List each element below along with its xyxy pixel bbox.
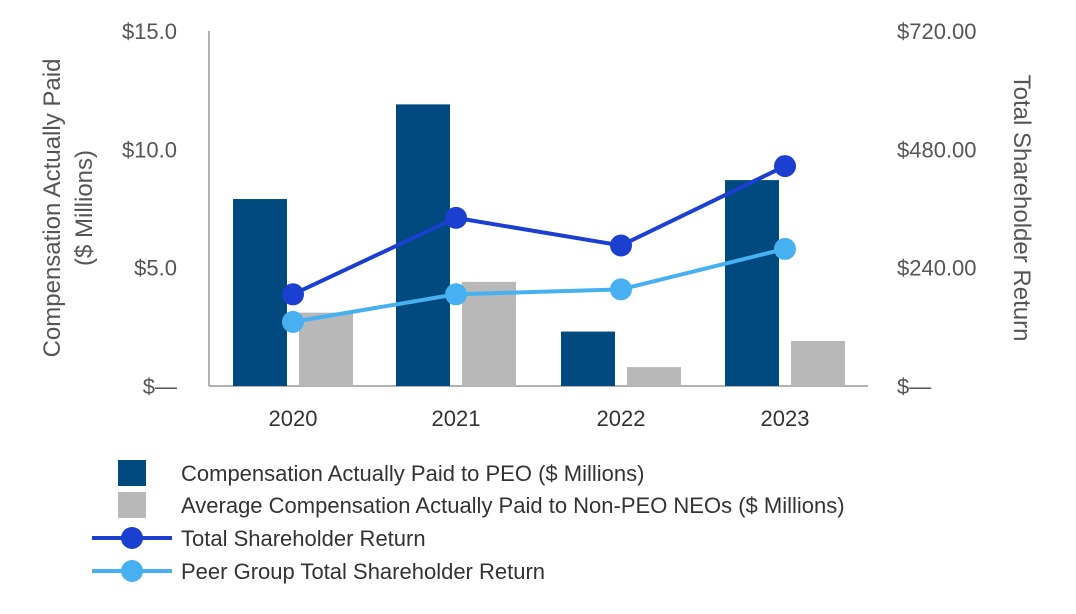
left-tick-label: $— — [143, 374, 177, 399]
tsr-point-2020 — [282, 283, 304, 306]
legend-marker-peer-tsr — [121, 560, 143, 582]
peo-cap-bar-2023 — [725, 180, 779, 386]
legend-marker-tsr — [121, 527, 143, 549]
legend-swatch-peo — [118, 460, 146, 486]
legend-label: Compensation Actually Paid to PEO ($ Mil… — [181, 461, 644, 486]
peo-cap-bar-2020 — [233, 199, 287, 386]
right-axis-title: Total Shareholder Return — [1008, 75, 1035, 342]
category-label-2020: 2020 — [269, 406, 318, 431]
left-axis-title-line2: ($ Millions) — [71, 150, 98, 266]
peo-cap-bar-2021 — [396, 104, 450, 386]
right-tick-label: $— — [897, 374, 931, 399]
neo-cap-bar-2022 — [627, 367, 681, 386]
tsr-point-2023 — [774, 155, 796, 178]
peer-tsr-point-2023 — [774, 237, 796, 260]
left-tick-label: $15.0 — [122, 19, 177, 44]
tsr-line — [292, 164, 786, 297]
category-label-2022: 2022 — [597, 406, 646, 431]
peo-cap-bar-2022 — [561, 331, 615, 386]
category-label-2023: 2023 — [761, 406, 810, 431]
left-tick-label: $5.0 — [134, 256, 177, 281]
right-tick-label: $480.00 — [897, 137, 977, 162]
left-axis-title-line1: Compensation Actually Paid — [39, 59, 66, 358]
peer-tsr-line — [292, 246, 786, 324]
peer-tsr-point-2022 — [610, 278, 632, 301]
left-tick-label: $10.0 — [122, 137, 177, 162]
tsr-point-2022 — [610, 234, 632, 257]
neo-cap-bar-2023 — [791, 341, 845, 386]
legend-label: Average Compensation Actually Paid to No… — [181, 493, 845, 518]
category-label-2021: 2021 — [432, 406, 481, 431]
peer-tsr-point-2020 — [282, 310, 304, 333]
tsr-point-2021 — [445, 206, 467, 229]
right-tick-label: $240.00 — [897, 256, 977, 281]
legend-label: Peer Group Total Shareholder Return — [181, 559, 545, 584]
legend-swatch-neo — [118, 492, 146, 518]
legend-label: Total Shareholder Return — [181, 526, 426, 551]
right-tick-label: $720.00 — [897, 19, 977, 44]
neo-cap-bar-2020 — [299, 312, 353, 386]
peer-tsr-point-2021 — [445, 283, 467, 306]
neo-cap-bar-2021 — [462, 281, 516, 386]
